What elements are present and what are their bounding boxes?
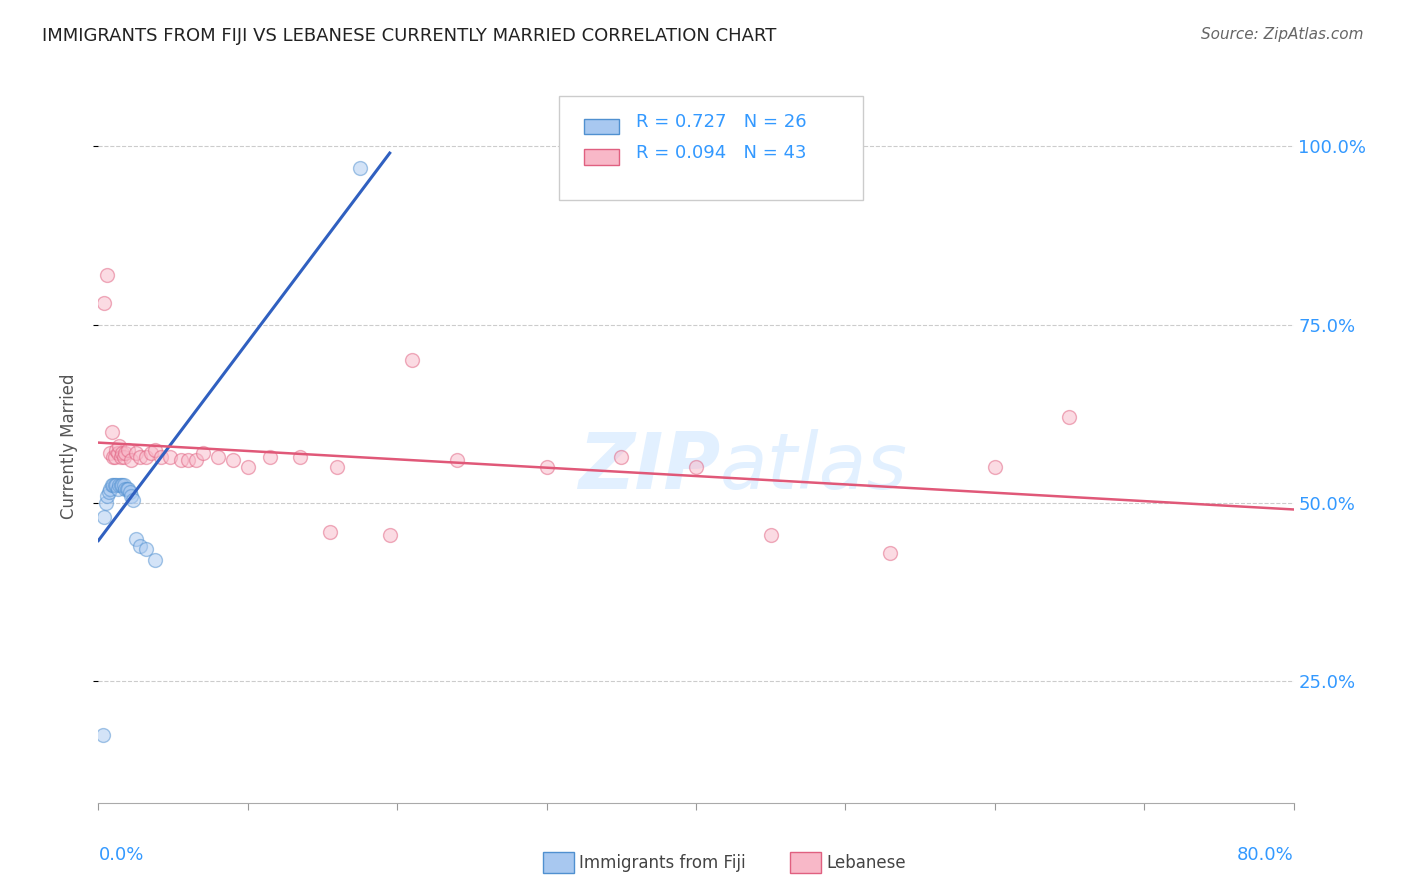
- Text: Immigrants from Fiji: Immigrants from Fiji: [579, 854, 747, 871]
- Text: 80.0%: 80.0%: [1237, 846, 1294, 863]
- Point: [93, 510, 115, 524]
- Point: [117, 442, 139, 457]
- Point: [120, 453, 142, 467]
- Point: [120, 489, 142, 503]
- Point: [101, 478, 124, 492]
- Point: [177, 453, 200, 467]
- Point: [94, 496, 117, 510]
- Point: [139, 446, 162, 460]
- Point: [143, 442, 166, 457]
- Point: [110, 478, 132, 492]
- Point: [135, 542, 157, 557]
- Point: [110, 450, 132, 464]
- FancyBboxPatch shape: [583, 150, 620, 165]
- Text: atlas: atlas: [720, 429, 908, 506]
- Point: [259, 450, 281, 464]
- Point: [112, 478, 135, 492]
- Point: [984, 460, 1007, 475]
- Point: [879, 546, 901, 560]
- Point: [101, 425, 124, 439]
- Point: [104, 450, 127, 464]
- Point: [319, 524, 342, 539]
- Point: [105, 478, 128, 492]
- Point: [115, 482, 138, 496]
- Point: [685, 460, 707, 475]
- Point: [446, 453, 468, 467]
- Point: [97, 485, 120, 500]
- Point: [326, 460, 349, 475]
- Point: [759, 528, 782, 542]
- Point: [191, 446, 214, 460]
- Point: [184, 453, 207, 467]
- Text: R = 0.094   N = 43: R = 0.094 N = 43: [637, 144, 807, 161]
- Point: [112, 450, 135, 464]
- Point: [118, 485, 141, 500]
- Point: [129, 539, 152, 553]
- Point: [349, 161, 371, 175]
- Point: [159, 450, 181, 464]
- Point: [105, 442, 128, 457]
- Point: [98, 446, 122, 460]
- Point: [125, 446, 148, 460]
- Point: [125, 532, 148, 546]
- Point: [207, 450, 229, 464]
- Point: [108, 478, 131, 492]
- Point: [107, 446, 129, 460]
- Point: [98, 482, 122, 496]
- Point: [401, 353, 423, 368]
- Point: [91, 728, 114, 742]
- FancyBboxPatch shape: [583, 119, 620, 134]
- Point: [536, 460, 558, 475]
- Point: [93, 296, 115, 310]
- Point: [288, 450, 311, 464]
- Text: 0.0%: 0.0%: [98, 846, 143, 863]
- Point: [114, 482, 136, 496]
- Point: [96, 268, 118, 282]
- Point: [117, 482, 139, 496]
- Point: [111, 478, 134, 492]
- Text: Source: ZipAtlas.com: Source: ZipAtlas.com: [1201, 27, 1364, 42]
- Point: [129, 450, 152, 464]
- Point: [107, 482, 129, 496]
- Point: [104, 478, 127, 492]
- Point: [1059, 410, 1081, 425]
- Point: [150, 450, 173, 464]
- Point: [111, 446, 134, 460]
- Text: Lebanese: Lebanese: [827, 854, 907, 871]
- Point: [135, 450, 157, 464]
- Point: [103, 450, 125, 464]
- Point: [222, 453, 245, 467]
- Point: [610, 450, 633, 464]
- Point: [378, 528, 401, 542]
- Y-axis label: Currently Married: Currently Married: [59, 373, 77, 519]
- Text: R = 0.727   N = 26: R = 0.727 N = 26: [637, 113, 807, 131]
- Point: [143, 553, 166, 567]
- FancyBboxPatch shape: [558, 96, 863, 200]
- Point: [96, 489, 118, 503]
- Point: [169, 453, 191, 467]
- Point: [236, 460, 259, 475]
- Point: [108, 439, 131, 453]
- Point: [103, 478, 125, 492]
- Point: [114, 446, 136, 460]
- Text: ZIP: ZIP: [578, 429, 720, 506]
- Point: [121, 492, 143, 507]
- Text: IMMIGRANTS FROM FIJI VS LEBANESE CURRENTLY MARRIED CORRELATION CHART: IMMIGRANTS FROM FIJI VS LEBANESE CURRENT…: [42, 27, 776, 45]
